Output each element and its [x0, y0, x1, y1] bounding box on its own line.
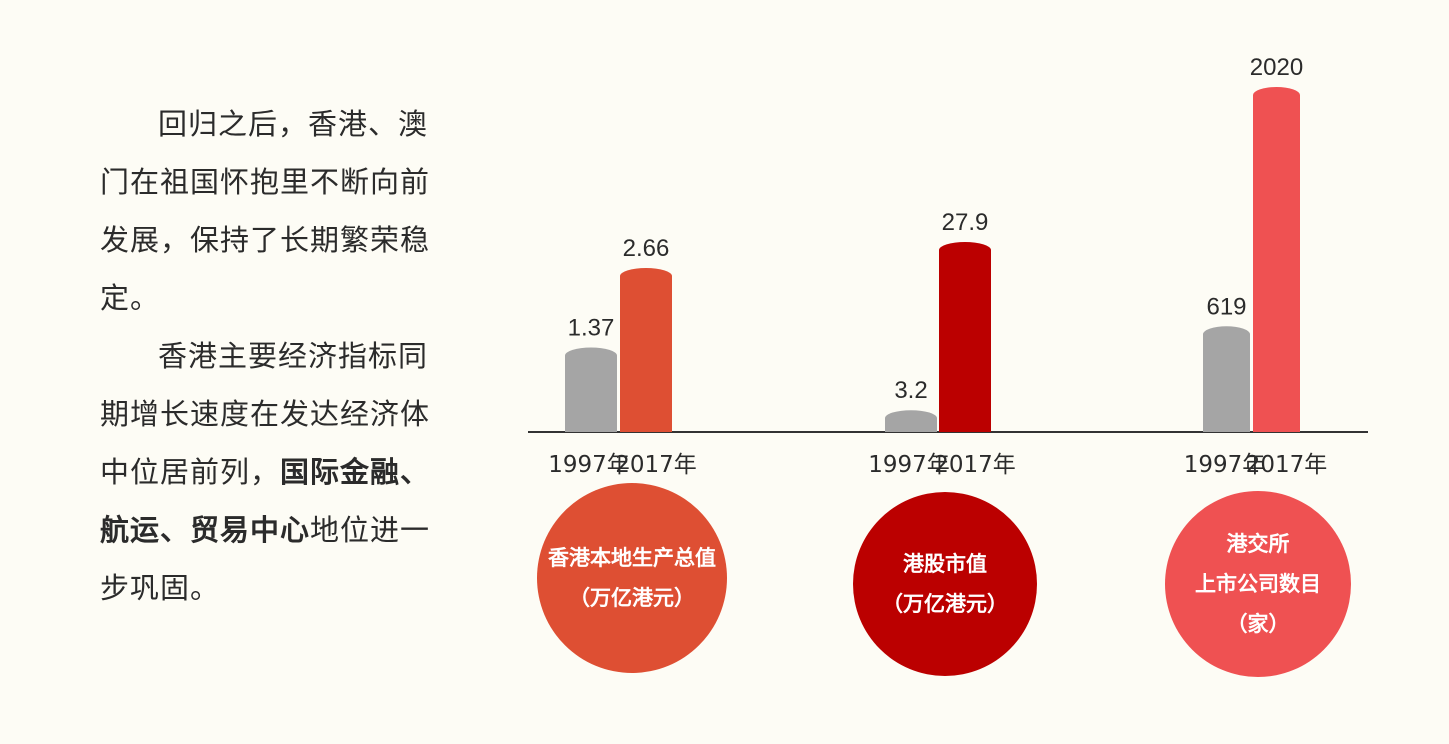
data-label-2-1: 3.2 — [894, 377, 927, 404]
chart-title-circle-3 — [1165, 491, 1351, 677]
bar-2-1997 — [885, 410, 937, 432]
data-label-1-1: 1.37 — [568, 315, 615, 342]
x-tick-label-1-2: 2017年 — [615, 452, 697, 478]
chart-title-2: 港股市值 （万亿港元） — [853, 492, 1037, 676]
paragraph-1: 回归之后，香港、澳门在祖国怀抱里不断向前发展，保持了长期繁荣稳定。 — [100, 107, 431, 315]
data-label-1-2: 2.66 — [623, 235, 670, 262]
chart-title-1: 香港本地生产总值 （万亿港元） — [537, 483, 727, 673]
data-label-3-1: 619 — [1206, 293, 1246, 320]
bar-2-2017 — [939, 242, 991, 432]
description-text: 回归之后，香港、澳门在祖国怀抱里不断向前发展，保持了长期繁荣稳定。 香港主要经济… — [100, 95, 440, 617]
chart-title-line: （家） — [1226, 612, 1290, 636]
paragraph-2-text: 香港主要经济指标同期增长速度在发达经济体中位居前列， — [100, 339, 431, 489]
x-tick-label-2-1: 1997年 — [868, 452, 950, 478]
chart-title-line: 港交所 — [1226, 532, 1290, 556]
x-tick-label-3-2: 2017年 — [1246, 452, 1328, 478]
chart-title-circle-1 — [537, 483, 727, 673]
chart-title-circle-2 — [853, 492, 1037, 676]
chart-title-line: 港股市值 — [903, 552, 987, 576]
chart-title-line: 香港本地生产总值 — [548, 546, 716, 570]
paragraph-2-bold: 国际金融、航运、贸易中心 — [100, 455, 431, 547]
bar-3-1997 — [1203, 326, 1250, 432]
x-tick-label-2-2: 2017年 — [934, 452, 1016, 478]
chart-title-line: （万亿港元） — [569, 586, 695, 610]
bar-1-2017 — [620, 268, 672, 432]
paragraph-2-tail: 地位进一步巩固。 — [100, 513, 431, 605]
data-label-2-2: 27.9 — [942, 209, 989, 236]
paragraph-2: 香港主要经济指标同期增长速度在发达经济体中位居前列，国际金融、航运、贸易中心地位… — [100, 327, 440, 617]
x-tick-label-3-1: 1997年 — [1184, 452, 1266, 478]
chart-title-line: （万亿港元） — [882, 592, 1008, 616]
chart-title-3: 港交所上市公司数目 （家） — [1165, 491, 1351, 677]
data-label-3-2: 2020 — [1250, 54, 1303, 81]
x-tick-label-1-1: 1997年 — [548, 452, 630, 478]
chart-title-line: 上市公司数目 — [1195, 572, 1321, 596]
bar-3-2017 — [1253, 87, 1300, 432]
bar-1-1997 — [565, 347, 617, 432]
